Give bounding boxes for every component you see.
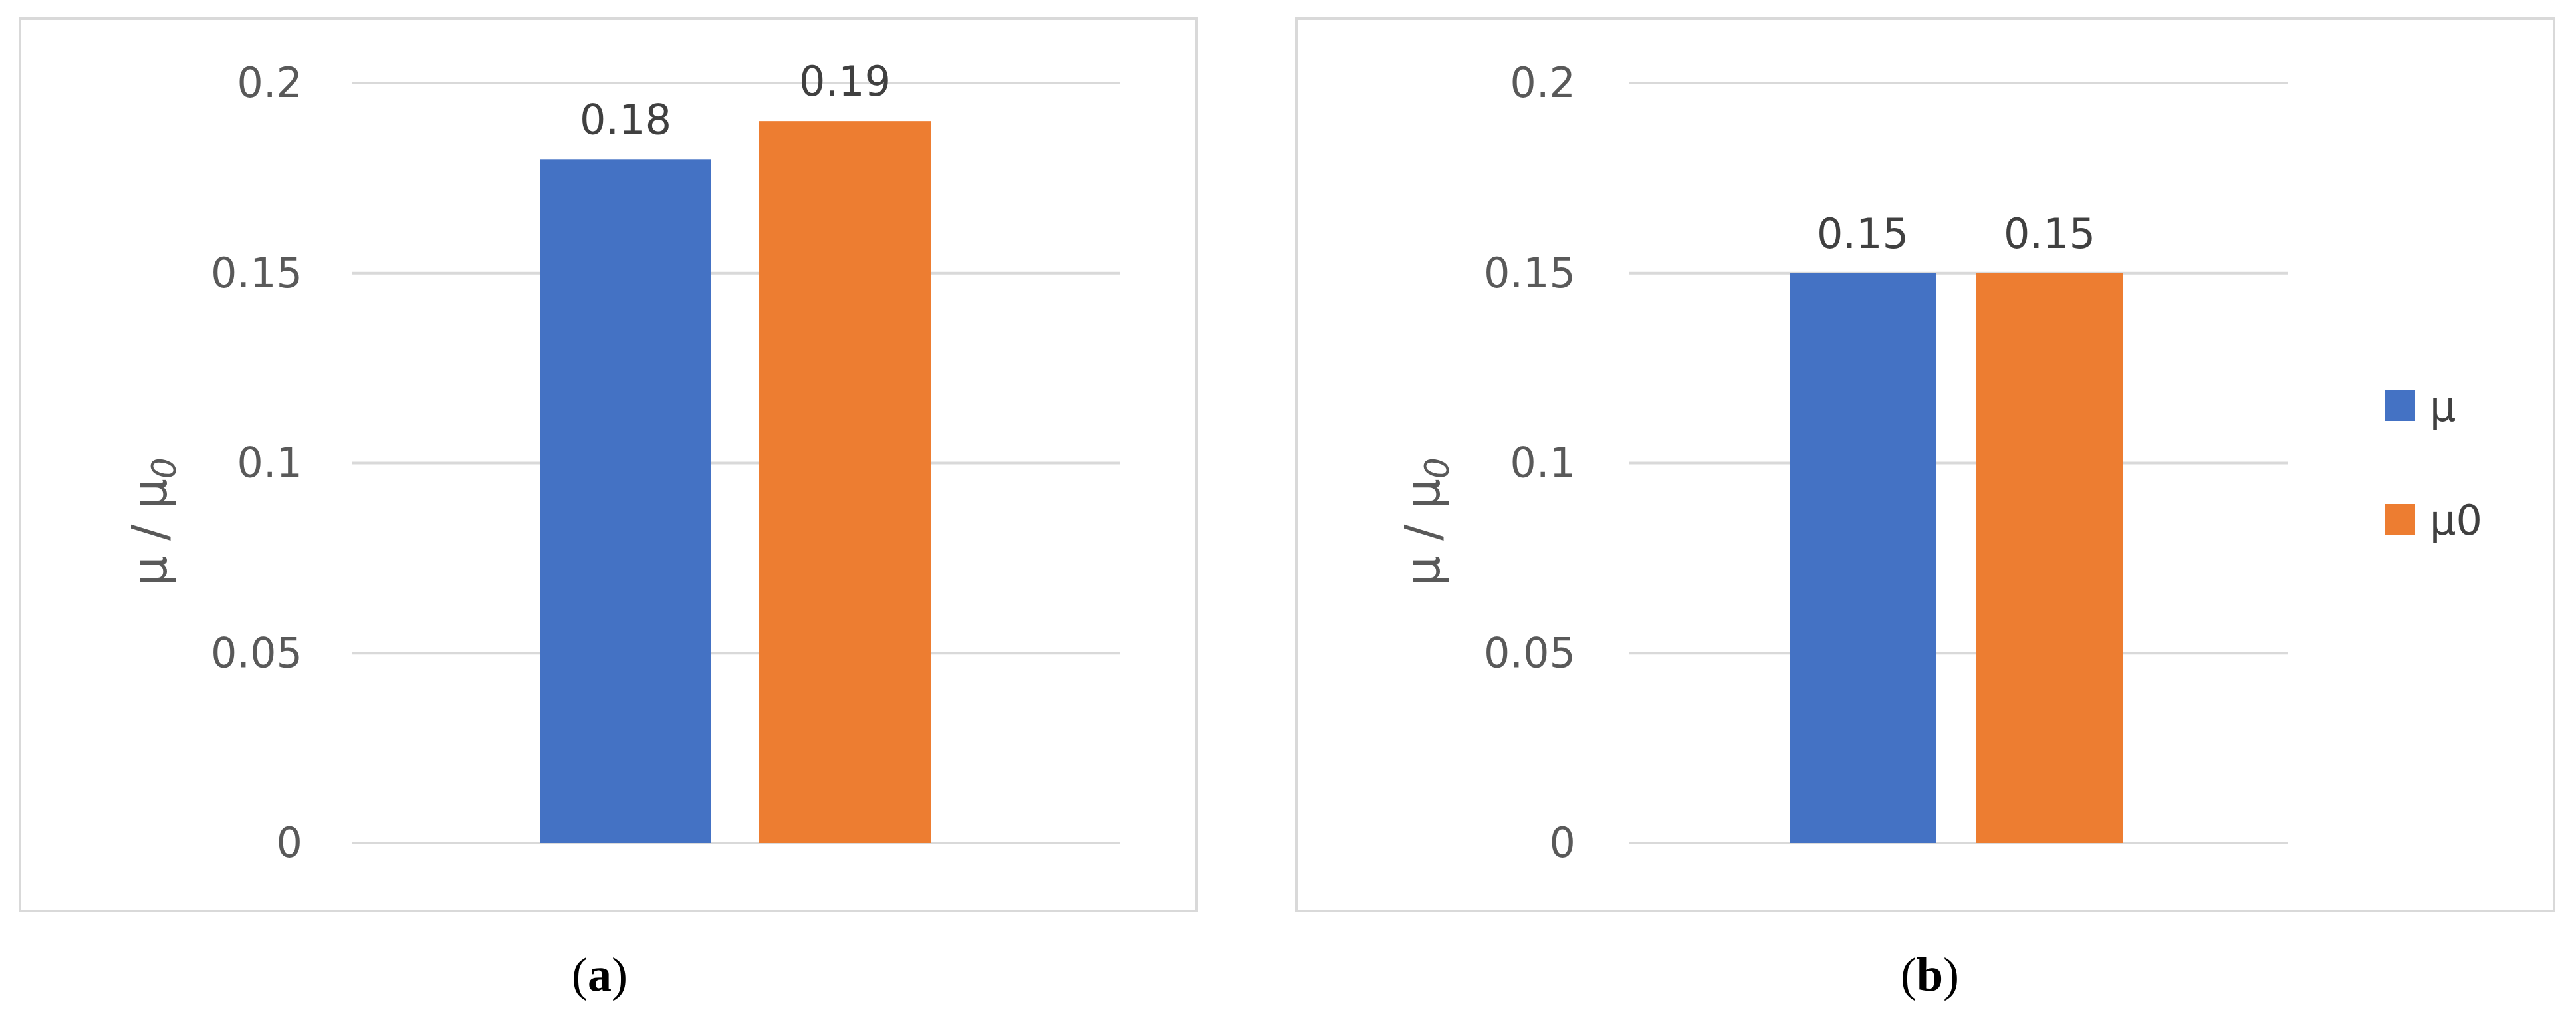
caption-a: (a) (572, 948, 628, 1001)
legend: μ μ0 (2385, 382, 2482, 545)
legend-label-mu: μ (2430, 382, 2456, 431)
caption-b: (b) (1901, 948, 1959, 1001)
bars-a (540, 121, 931, 843)
data-label-a-mu: 0.18 (580, 95, 671, 144)
data-labels-a: 0.18 0.19 (580, 57, 891, 144)
bar-b-mu0 (1976, 273, 2123, 843)
y-tick-label-a-4: 0.2 (237, 59, 302, 107)
bars-b (1790, 273, 2123, 843)
caption-b-letter: b (1917, 948, 1943, 1001)
y-axis-title-b-main: μ / μ (1395, 479, 1451, 586)
y-tick-label-a-3: 0.15 (211, 249, 302, 297)
y-tick-label-a-1: 0.05 (211, 628, 302, 677)
caption-a-close: ) (612, 948, 628, 1001)
y-tick-label-b-3: 0.15 (1484, 249, 1576, 297)
bar-b-mu (1790, 273, 1936, 843)
y-tick-labels-b: 0 0.05 0.1 0.15 0.2 (1484, 59, 1576, 867)
y-axis-title-a-sub: 0 (145, 457, 183, 479)
legend-swatch-mu0 (2385, 504, 2415, 535)
data-labels-b: 0.15 0.15 (1817, 209, 2095, 258)
y-tick-label-a-2: 0.1 (237, 439, 302, 487)
chart-panel-b: 00.050.10.150.2 0.15 0.15 μ / μ0 (b) μ μ0 (1395, 59, 2482, 1001)
legend-swatch-mu (2385, 390, 2415, 421)
chart-panel-a: 00.050.10.150.2 0.180.19 μ / μ0 (a) (122, 57, 1120, 1001)
y-axis-title-b-sub: 0 (1418, 457, 1457, 479)
y-tick-label-a-0: 0 (277, 819, 302, 867)
caption-a-open: ( (572, 948, 588, 1001)
y-axis-title-a-main: μ / μ (122, 479, 177, 586)
y-tick-label-b-1: 0.05 (1484, 628, 1576, 677)
caption-a-letter: a (588, 948, 612, 1001)
y-tick-label-b-0: 0 (1550, 819, 1576, 867)
data-label-a-mu0: 0.19 (799, 57, 891, 106)
data-label-b-mu0: 0.15 (2004, 209, 2095, 258)
y-tick-label-b-2: 0.1 (1510, 439, 1576, 487)
data-label-b-mu: 0.15 (1817, 209, 1909, 258)
gridlines-b (1629, 82, 2288, 844)
bar-a-mu0 (759, 121, 931, 843)
y-axis-title-a: μ / μ0 (122, 457, 183, 586)
bar-a-mu (540, 159, 711, 843)
y-tick-labels-a: 0 0.05 0.1 0.15 0.2 (211, 59, 302, 867)
caption-b-open: ( (1901, 948, 1917, 1001)
caption-b-close: ) (1943, 948, 1959, 1001)
y-axis-title-b: μ / μ0 (1395, 457, 1457, 586)
legend-label-mu0: μ0 (2430, 496, 2482, 545)
y-tick-label-b-4: 0.2 (1510, 59, 1576, 107)
gridlines-a (352, 82, 1120, 844)
